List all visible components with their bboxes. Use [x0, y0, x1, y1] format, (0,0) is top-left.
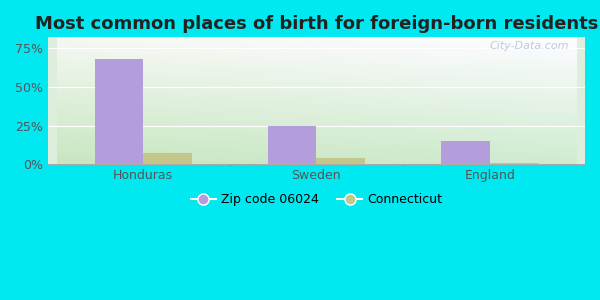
- Bar: [143, 153, 191, 164]
- Text: City-Data.com: City-Data.com: [490, 41, 569, 51]
- Bar: [268, 125, 316, 164]
- Bar: [441, 141, 490, 164]
- Title: Most common places of birth for foreign-born residents: Most common places of birth for foreign-…: [35, 15, 598, 33]
- Bar: [316, 158, 365, 164]
- Legend: Zip code 06024, Connecticut: Zip code 06024, Connecticut: [185, 188, 447, 211]
- Bar: [95, 59, 143, 164]
